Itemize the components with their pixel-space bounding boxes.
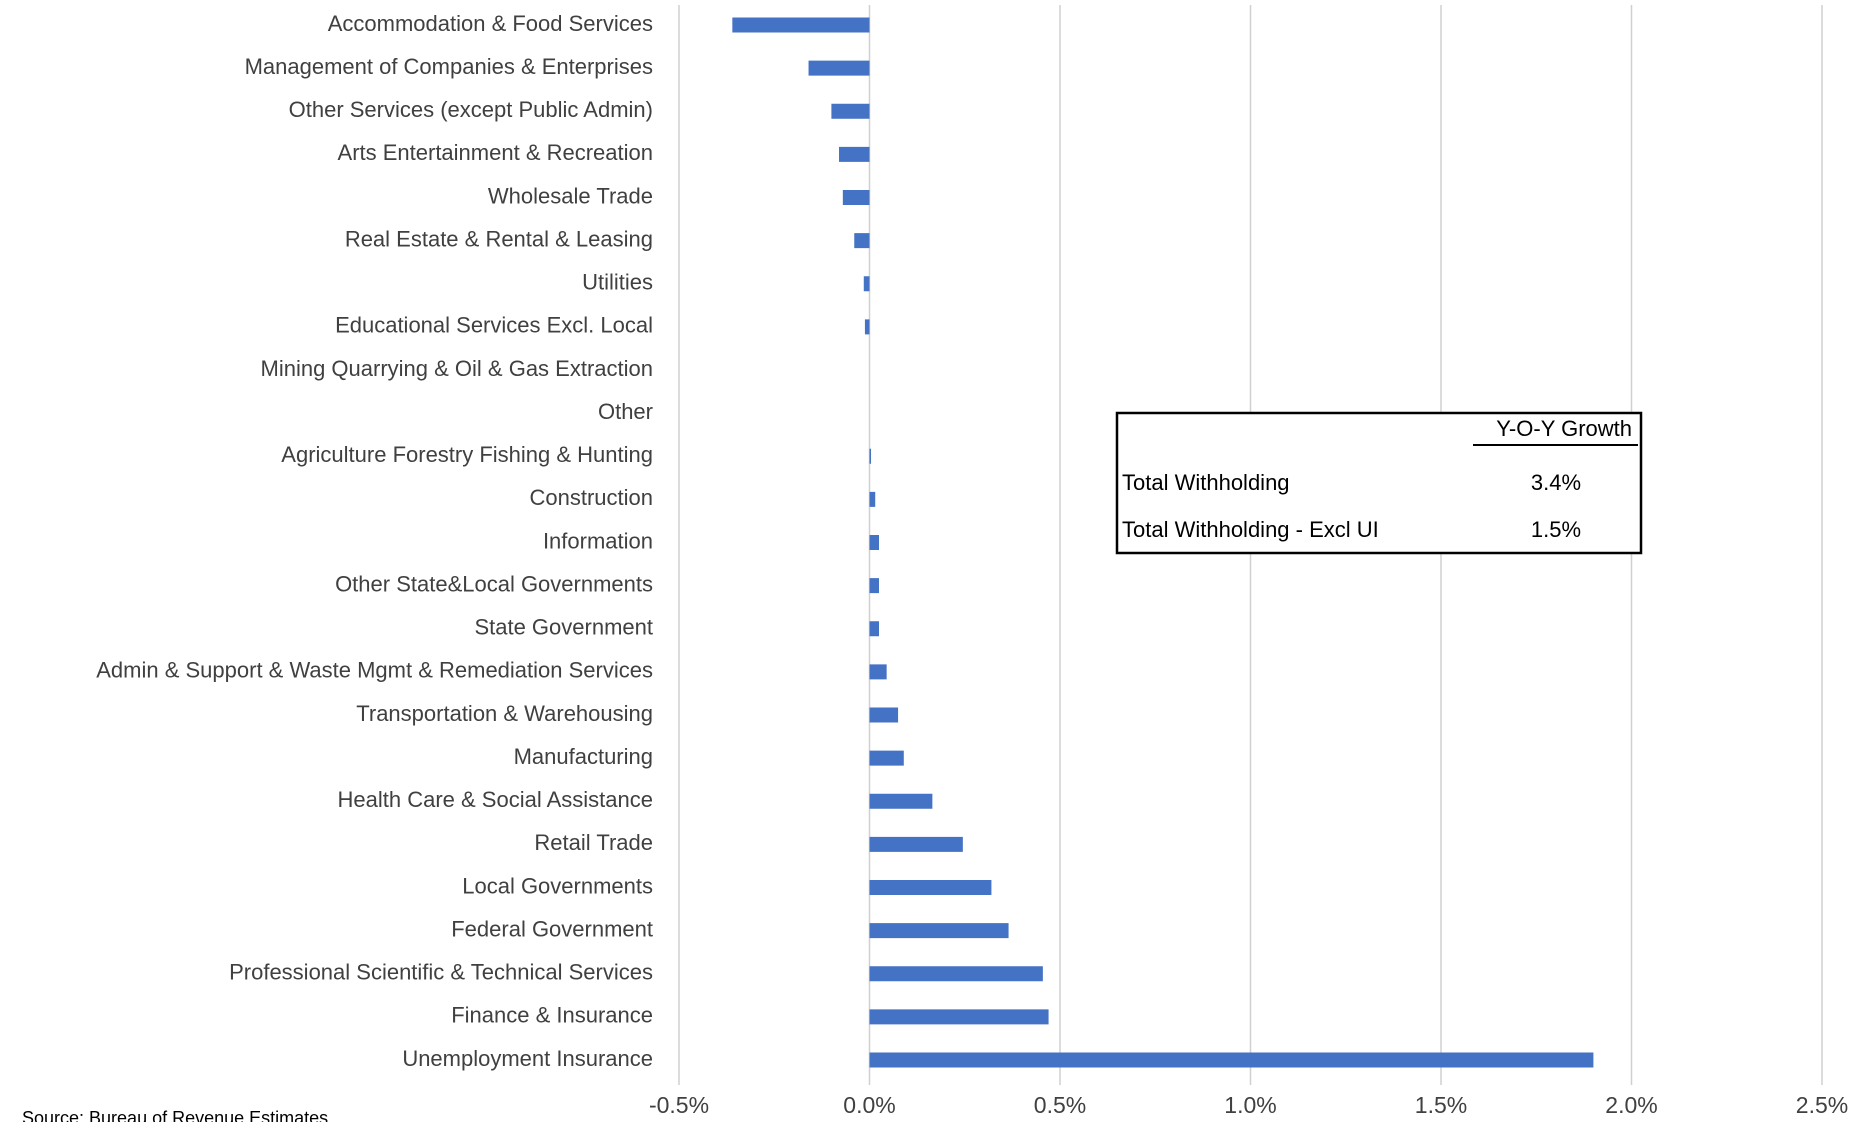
y-tick-label: State Government <box>474 615 653 640</box>
y-tick-label: Utilities <box>582 270 653 295</box>
y-tick-label: Other <box>598 399 653 424</box>
bar <box>869 664 887 680</box>
y-tick-label: Other State&Local Governments <box>335 571 653 596</box>
y-tick-label: Admin & Support & Waste Mgmt & Remediati… <box>96 658 653 683</box>
bar <box>839 146 870 162</box>
y-tick-label: Educational Services Excl. Local <box>335 313 653 338</box>
bar <box>808 60 870 76</box>
y-tick-label: Federal Government <box>451 916 653 941</box>
table-cell: Total Withholding <box>1122 470 1290 495</box>
x-tick-label: 0.5% <box>1034 1092 1086 1118</box>
x-tick-label: 2.0% <box>1605 1092 1657 1118</box>
y-tick-label: Information <box>543 528 653 553</box>
bar <box>831 103 870 119</box>
table-cell: Total Withholding - Excl UI <box>1122 517 1379 542</box>
bar <box>869 448 872 464</box>
bar <box>869 621 880 637</box>
source-note: Source: Bureau of Revenue Estimates <box>22 1108 328 1122</box>
x-tick-label: 2.5% <box>1796 1092 1848 1118</box>
y-tick-label: Unemployment Insurance <box>402 1046 653 1071</box>
y-tick-label: Accommodation & Food Services <box>328 11 653 36</box>
y-tick-label: Mining Quarrying & Oil & Gas Extraction <box>261 356 653 381</box>
bar <box>863 276 870 292</box>
x-tick-label: 1.5% <box>1415 1092 1467 1118</box>
y-tick-label: Transportation & Warehousing <box>356 701 653 726</box>
bar <box>732 17 870 33</box>
y-tick-label: Management of Companies & Enterprises <box>245 54 653 79</box>
y-tick-label: Retail Trade <box>534 830 653 855</box>
bar <box>869 836 963 852</box>
bar <box>869 578 880 594</box>
bar <box>869 880 992 895</box>
summary-table: Y-O-Y Growth Total Withholding 3.4% Tota… <box>1115 411 1643 555</box>
y-tick-label: Professional Scientific & Technical Serv… <box>229 960 653 985</box>
bar <box>842 190 870 205</box>
x-tick-label: -0.5% <box>649 1092 709 1118</box>
bar <box>869 966 1043 982</box>
bar <box>869 535 880 550</box>
bar <box>869 923 1009 939</box>
bar <box>869 750 904 766</box>
bar <box>869 1009 1049 1025</box>
bar <box>864 319 870 335</box>
y-tick-label: Local Governments <box>462 873 653 898</box>
y-tick-label: Arts Entertainment & Recreation <box>338 140 653 165</box>
x-tick-label: 0.0% <box>843 1092 895 1118</box>
y-tick-label: Health Care & Social Assistance <box>338 787 654 812</box>
table-border <box>1115 411 1643 555</box>
table-cell: 3.4% <box>1531 470 1581 495</box>
y-tick-label: Real Estate & Rental & Leasing <box>345 226 653 251</box>
table-header: Y-O-Y Growth <box>1496 416 1632 441</box>
y-tick-label: Agriculture Forestry Fishing & Hunting <box>281 442 653 467</box>
y-tick-label: Finance & Insurance <box>451 1003 653 1028</box>
x-tick-label: 1.0% <box>1224 1092 1276 1118</box>
y-tick-label: Manufacturing <box>514 744 653 769</box>
y-tick-label: Construction <box>529 485 653 510</box>
bar <box>854 233 870 249</box>
bar <box>869 793 933 809</box>
bar <box>869 1052 1594 1068</box>
table-cell: 1.5% <box>1531 517 1581 542</box>
bar <box>869 707 899 723</box>
y-tick-label: Wholesale Trade <box>488 183 653 208</box>
bar <box>869 491 876 507</box>
y-tick-label: Other Services (except Public Admin) <box>289 97 653 122</box>
